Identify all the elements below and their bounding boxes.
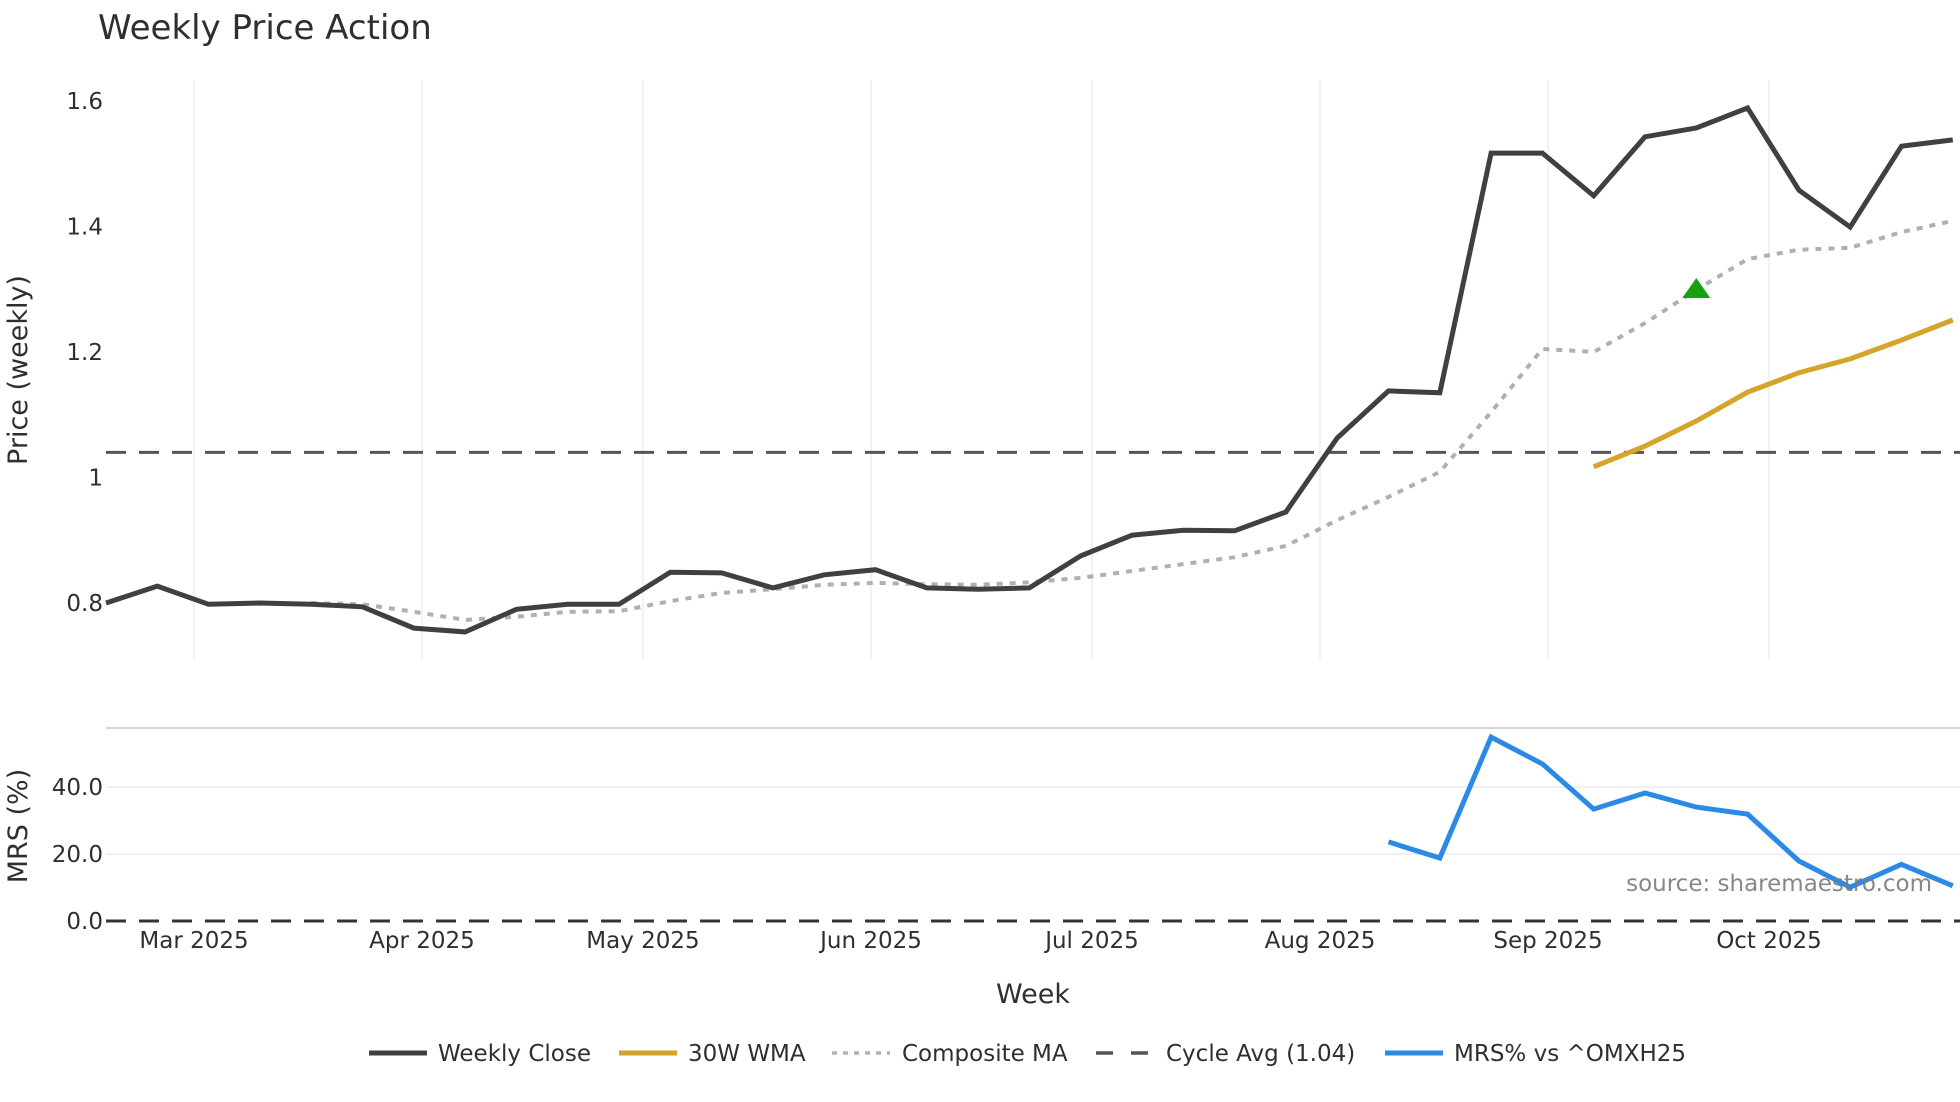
mrs-y-ticks: 0.0 20.0 40.0 — [52, 775, 103, 935]
legend: Weekly Close 30W WMA Composite MA Cycle Avg… — [369, 1041, 1686, 1067]
x-tick-label: Jul 2025 — [1043, 928, 1139, 954]
mrs-panel: 0.0 20.0 40.0 MRS (%) source: sharemaestro… — [3, 727, 1960, 935]
price-series — [105, 104, 1960, 635]
price-gridlines — [193, 80, 1770, 660]
price-y-tick-label: 0.8 — [66, 591, 103, 617]
x-axis-ticks: Mar 2025 Apr 2025 May 2025 Jun 2025 Jul 2025… — [139, 928, 1821, 954]
mrs-y-tick-label: 40.0 — [52, 775, 103, 801]
legend-label: Cycle Avg (1.04) — [1166, 1041, 1355, 1067]
price-y-tick-label: 1.4 — [66, 215, 103, 241]
price-y-tick-label: 1.2 — [66, 340, 103, 366]
legend-label: Weekly Close — [438, 1041, 591, 1067]
series-30w-wma — [1592, 317, 1954, 470]
price-panel: 0.8 1 1.2 1.4 1.6 Price (weekly) — [3, 80, 1960, 660]
mrs-gridlines — [106, 786, 1960, 855]
legend-label: Composite MA — [902, 1041, 1068, 1067]
price-y-axis-label: Price (weekly) — [3, 275, 34, 465]
x-tick-label: Oct 2025 — [1716, 928, 1822, 954]
price-y-tick-label: 1.6 — [66, 89, 103, 115]
price-y-ticks: 0.8 1 1.2 1.4 1.6 — [66, 89, 103, 617]
source-watermark: source: sharemaestro.com — [1626, 871, 1932, 897]
x-tick-label: Apr 2025 — [369, 928, 475, 954]
price-y-tick-label: 1 — [88, 466, 103, 492]
series-composite-ma — [311, 218, 1954, 622]
chart-title: Weekly Price Action — [98, 8, 432, 48]
x-tick-label: Aug 2025 — [1265, 928, 1376, 954]
legend-label: MRS% vs ^OMXH25 — [1454, 1041, 1686, 1067]
x-tick-label: May 2025 — [586, 928, 699, 954]
mrs-y-tick-label: 20.0 — [52, 842, 103, 868]
series-mrs-vs-omxh25 — [1387, 733, 1954, 890]
mrs-series — [106, 733, 1960, 923]
legend-label: 30W WMA — [688, 1041, 806, 1067]
mrs-y-tick-label: 0.0 — [66, 909, 103, 935]
buy-signal-triangle-icon — [1682, 277, 1711, 298]
x-axis-label: Week — [996, 979, 1070, 1010]
x-tick-label: Jun 2025 — [818, 928, 922, 954]
x-tick-label: Sep 2025 — [1493, 928, 1602, 954]
series-weekly-close — [105, 104, 1954, 635]
x-tick-label: Mar 2025 — [139, 928, 248, 954]
signal-markers — [1682, 277, 1711, 298]
mrs-y-axis-label: MRS (%) — [3, 769, 34, 884]
